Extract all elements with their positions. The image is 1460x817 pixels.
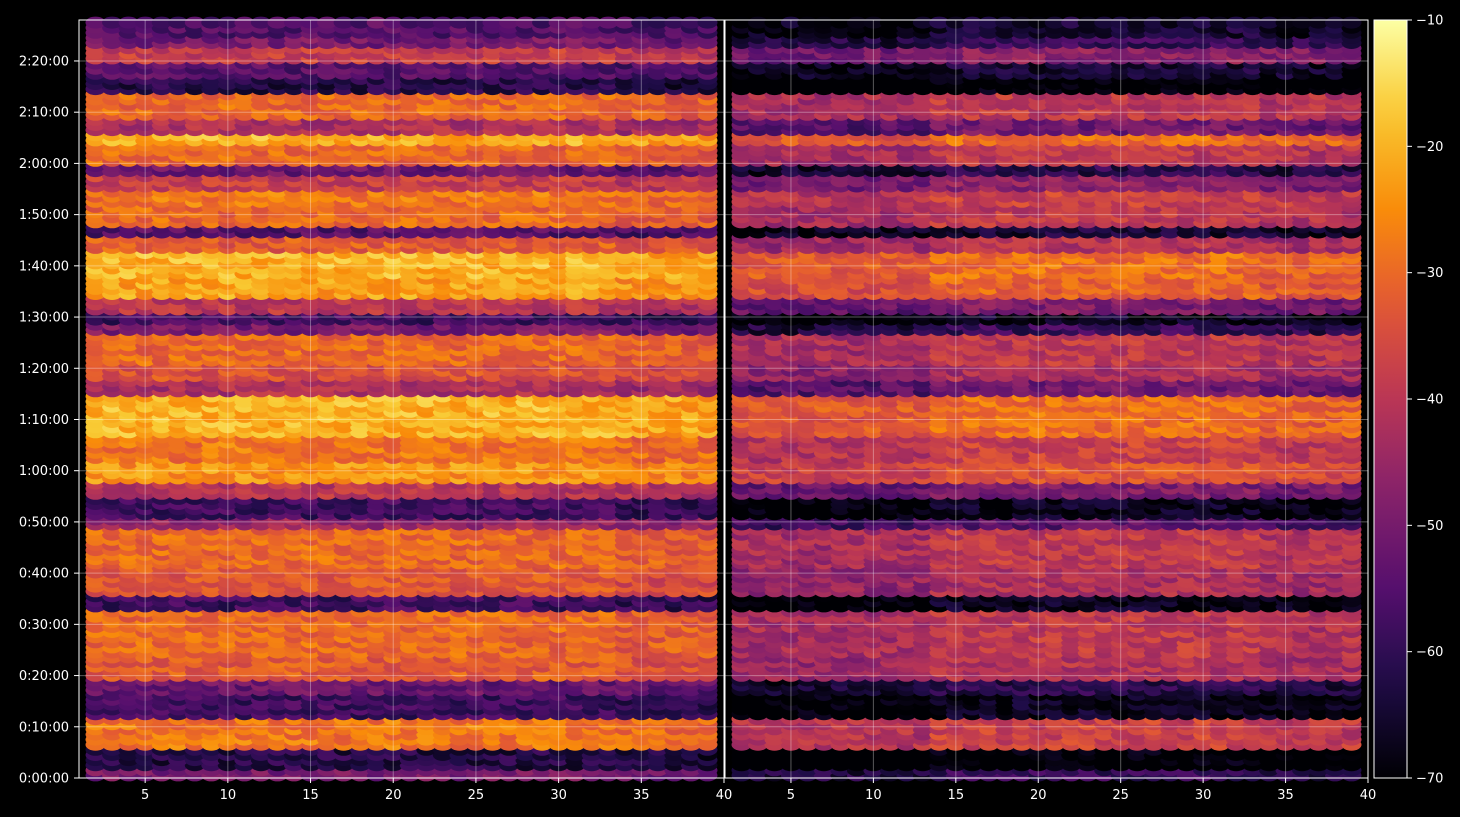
heatmap-panel-left	[79, 16, 724, 782]
